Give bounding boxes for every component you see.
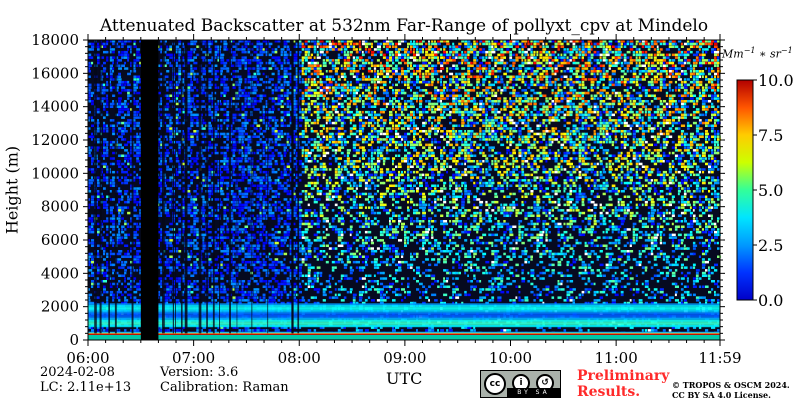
- aerosol-layer-band: [88, 303, 720, 328]
- preliminary-results-label: Preliminary Results.: [577, 368, 670, 400]
- data-gap: [140, 40, 159, 340]
- y-tick-label: 18000: [31, 31, 79, 49]
- x-tick-label: 06:00: [66, 349, 109, 367]
- y-tick-label: 0: [69, 331, 79, 349]
- copyright-line-1: © TROPOS & OSCM 2024.: [672, 380, 790, 390]
- y-tick-label: 6000: [41, 231, 79, 249]
- colorbar-tick-label: 0.0: [758, 291, 783, 310]
- y-tick-label: 16000: [31, 64, 79, 82]
- colorbar-tick-label: 5.0: [758, 181, 783, 200]
- copyright-line-2: CC BY SA 4.0 License.: [672, 390, 771, 400]
- colorbar-unit-label: Mm−1 ∗ sr−1: [722, 46, 793, 61]
- lidar-constant-label: LC: 2.11e+13: [40, 380, 132, 395]
- colorbar-tick-label: 7.5: [758, 126, 783, 145]
- colorbar-tick-label: 10.0: [758, 71, 794, 90]
- calibration-label: Calibration: Raman: [160, 380, 289, 395]
- x-tick-label: 11:59: [698, 349, 741, 367]
- y-tick-label: 12000: [31, 131, 79, 149]
- x-tick-label: 11:00: [595, 349, 638, 367]
- chart-title: Attenuated Backscatter at 532nm Far-Rang…: [99, 16, 709, 36]
- x-tick-label: 07:00: [172, 349, 215, 367]
- by-person-icon: i: [512, 374, 530, 392]
- plot-frame: [87, 39, 721, 341]
- x-tick-label: 09:00: [383, 349, 426, 367]
- x-tick-label: 10:00: [489, 349, 532, 367]
- version-label: Version: 3.6: [160, 365, 239, 380]
- y-tick-label: 4000: [41, 264, 79, 282]
- y-tick-label: 14000: [31, 98, 79, 116]
- y-tick-label: 10000: [31, 164, 79, 182]
- colorbar: [736, 79, 754, 301]
- y-axis-label: Height (m): [2, 145, 22, 235]
- cc-license-badge: cc i ↺ BY SA: [480, 370, 561, 398]
- y-tick-label: 2000: [41, 298, 79, 316]
- cc-icon: cc: [484, 373, 506, 395]
- x-axis-label: UTC: [386, 369, 423, 388]
- date-label: 2024-02-08: [40, 365, 115, 380]
- cc-badge-strip: BY SA: [507, 388, 560, 397]
- y-tick-label: 8000: [41, 198, 79, 216]
- boundary-layer-band: [88, 331, 720, 336]
- surface-band: [88, 335, 720, 340]
- colorbar-tick-label: 2.5: [758, 236, 783, 255]
- x-tick-label: 08:00: [278, 349, 321, 367]
